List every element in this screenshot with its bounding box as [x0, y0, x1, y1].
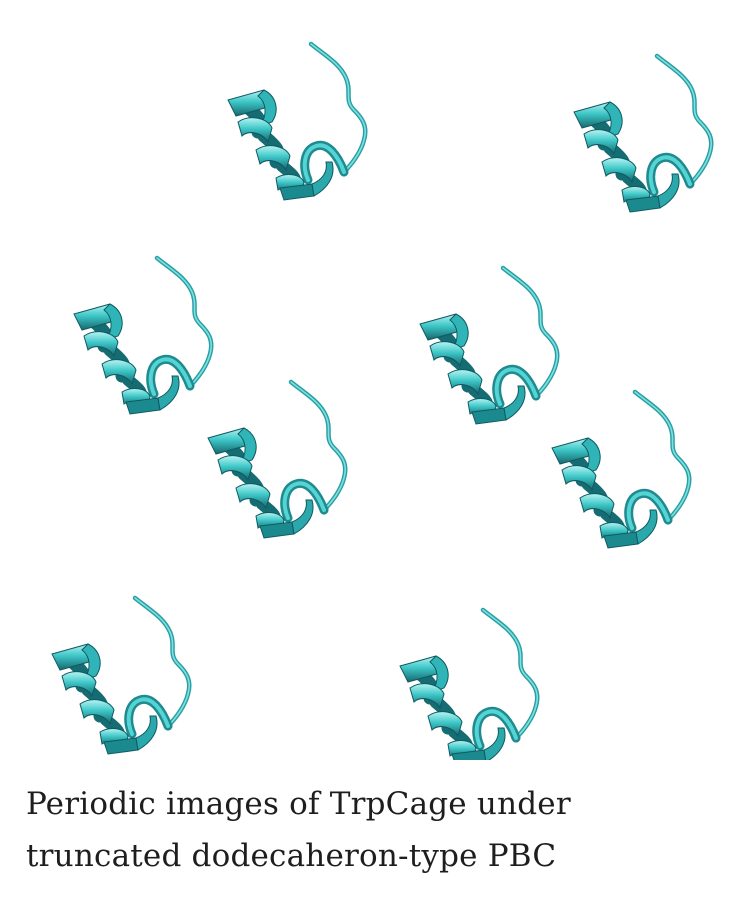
trpcage-periodic-image-7 [52, 598, 189, 754]
trpcage-periodic-image-3 [74, 258, 211, 414]
periodic-images-canvas [0, 0, 756, 760]
trpcage-periodic-image-5 [208, 382, 345, 538]
pbc-figure [0, 0, 756, 760]
trpcage-periodic-image-1 [228, 44, 365, 200]
trpcage-periodic-image-4 [420, 268, 557, 424]
figure-caption: Periodic images of TrpCage under truncat… [26, 786, 571, 874]
trpcage-periodic-image-8 [400, 610, 537, 760]
trpcage-periodic-image-6 [552, 392, 689, 548]
trpcage-periodic-image-2 [574, 56, 711, 212]
